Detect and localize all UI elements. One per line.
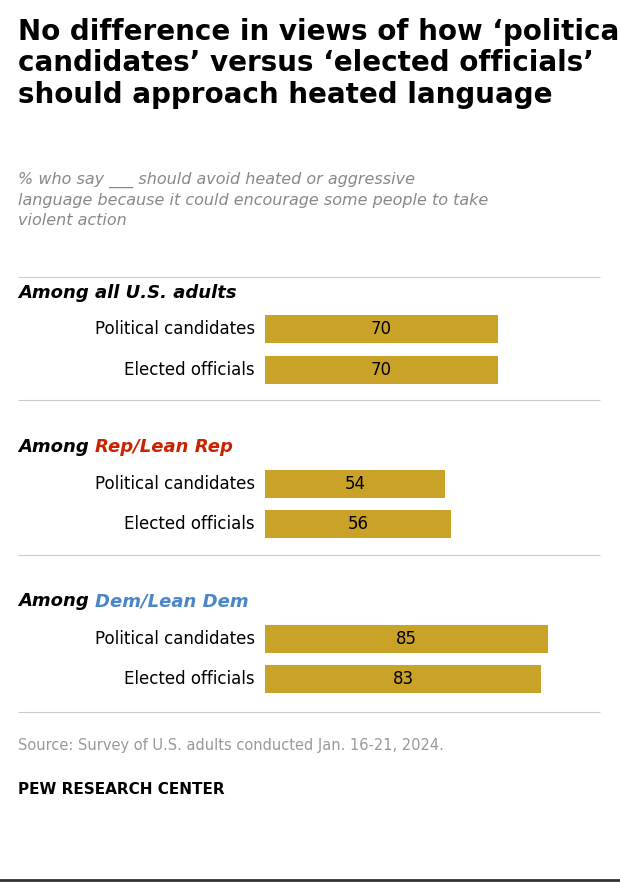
Text: 54: 54 [345,475,365,493]
Text: Among: Among [18,284,95,302]
Text: Political candidates: Political candidates [95,320,255,338]
Bar [265,625,548,653]
Text: Source: Survey of U.S. adults conducted Jan. 16-21, 2024.: Source: Survey of U.S. adults conducted … [18,738,444,753]
Text: 70: 70 [371,320,392,338]
Text: all U.S. adults: all U.S. adults [95,284,237,302]
Text: Among: Among [18,592,95,610]
Text: Among: Among [18,438,95,456]
Text: Political candidates: Political candidates [95,630,255,648]
Text: 56: 56 [348,515,369,533]
Text: Political candidates: Political candidates [95,475,255,493]
Text: PEW RESEARCH CENTER: PEW RESEARCH CENTER [18,782,224,797]
Bar [265,356,498,384]
Bar [265,665,541,693]
Text: Elected officials: Elected officials [125,515,255,533]
Bar [265,510,451,538]
Text: No difference in views of how ‘political
candidates’ versus ‘elected officials’
: No difference in views of how ‘political… [18,18,620,109]
Text: 83: 83 [392,670,414,688]
Bar [265,315,498,343]
Text: % who say ___ should avoid heated or aggressive
language because it could encour: % who say ___ should avoid heated or agg… [18,172,489,228]
Text: Elected officials: Elected officials [125,670,255,688]
Text: Dem/Lean Dem: Dem/Lean Dem [95,592,249,610]
Text: Elected officials: Elected officials [125,361,255,379]
Text: Rep/Lean Rep: Rep/Lean Rep [95,438,233,456]
Bar [265,470,445,498]
Text: 70: 70 [371,361,392,379]
Text: 85: 85 [396,630,417,648]
